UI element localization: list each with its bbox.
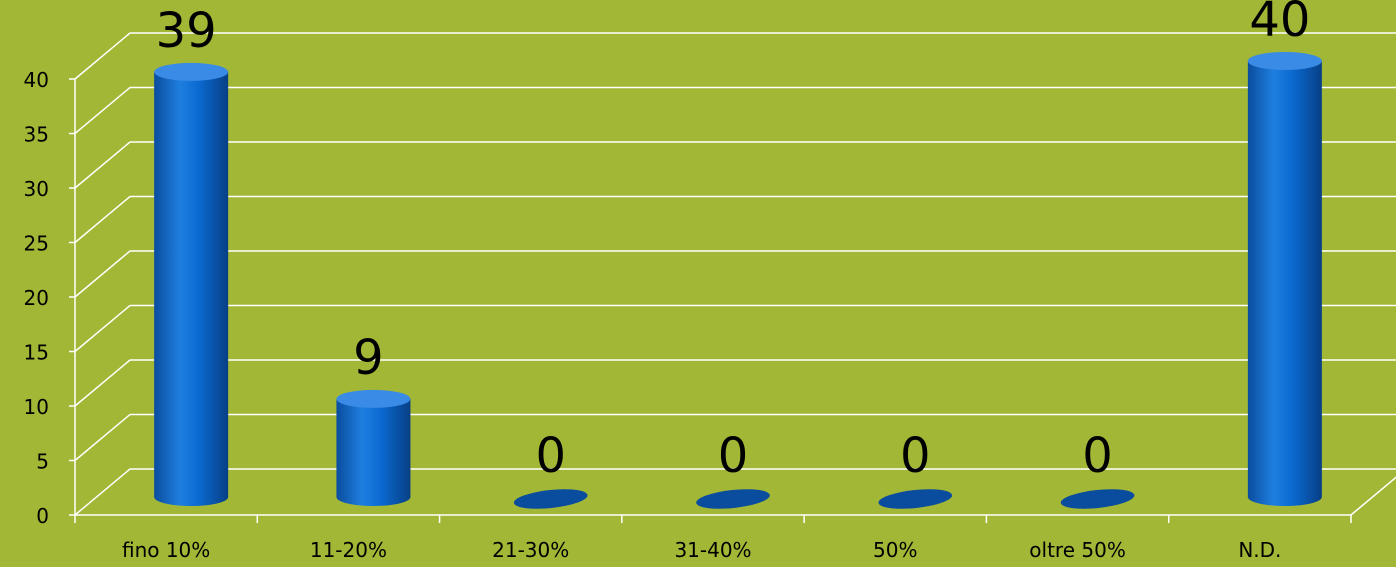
bar-body [154,71,229,507]
bars-layer [154,52,1322,509]
bar-top [696,489,770,509]
grid-layer [74,32,1396,516]
bar [1247,52,1322,506]
bar-body [336,398,411,506]
bar-body [1247,61,1322,506]
gridline-side [74,32,131,80]
gridline-side [74,304,131,353]
x-tick-label: 31-40% [674,538,751,562]
x-tick-label: oltre 50% [1029,538,1126,562]
x-tick-label: 11-20% [310,538,387,562]
data-label: 40 [1249,0,1310,48]
bar [336,389,411,506]
floor-edge [1350,476,1396,516]
bar [154,62,229,507]
bar [1060,489,1135,509]
bar-top [1247,52,1322,70]
y-tick-label: 25 [24,232,49,256]
gridline-side [74,413,131,462]
data-label: 39 [156,3,217,59]
bar [696,489,770,509]
data-label: 0 [718,428,749,484]
y-tick-label: 0 [36,504,49,528]
bar-top [154,62,229,81]
bar-top [1060,489,1135,509]
data-label: 0 [900,428,931,484]
y-tick-label: 35 [24,123,49,147]
bar [878,489,953,509]
y-tick-label: 15 [24,341,49,365]
x-tick-label: 21-30% [492,538,569,562]
bar-top [513,489,588,509]
gridline-side [74,195,131,244]
x-tick-label: 50% [873,538,917,562]
x-tick-label: fino 10% [122,538,210,562]
y-tick-label: 10 [24,395,49,419]
y-tick-label: 5 [36,450,49,474]
bar [513,489,588,509]
data-label: 0 [1082,428,1113,484]
gridline-side [74,468,131,516]
gridline-side [74,359,131,407]
bar-top [336,389,411,408]
y-tick-label: 30 [24,177,49,201]
y-tick-label: 40 [24,68,49,92]
bar-top [878,489,953,509]
y-tick-label: 20 [24,286,49,310]
gridline-side [74,141,131,189]
data-label: 9 [353,330,384,386]
axis-layer: 0 5 10 15 20 25 30 35 40 fino 10% 11-20% 21-30% 31-4… [24,68,1396,562]
x-tick-label: N.D. [1238,538,1281,562]
labels-layer: 39 9 0 0 0 0 40 [156,0,1311,484]
data-label: 0 [535,428,566,484]
gridline-side [74,250,131,298]
gridline-side [74,86,131,135]
